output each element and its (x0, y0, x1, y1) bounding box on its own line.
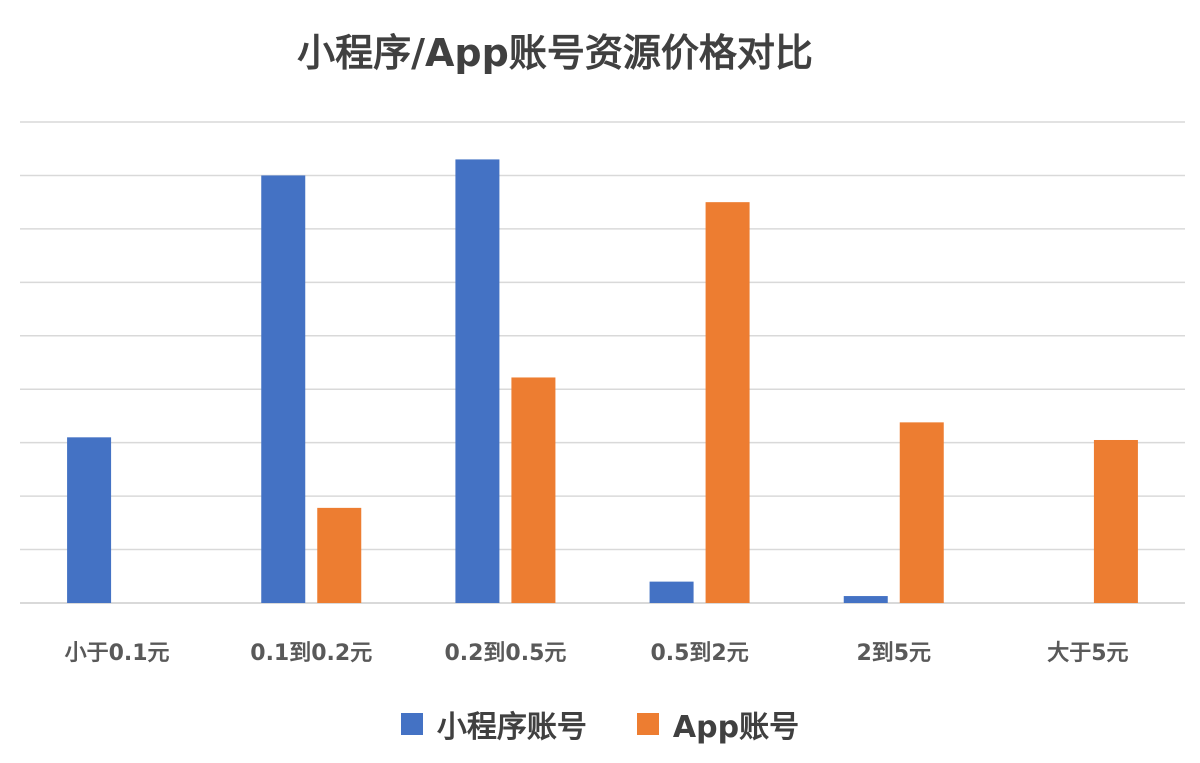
x-tick-label: 0.1到0.2元 (250, 641, 372, 666)
x-tick-label: 小于0.1元 (65, 641, 170, 666)
legend-item-miniprogram: 小程序账号 (400, 702, 587, 746)
x-tick-label: 2到5元 (856, 641, 931, 666)
bar-app (899, 422, 944, 603)
legend: 小程序账号 App账号 (0, 702, 1200, 746)
bar-miniprogram (455, 159, 500, 603)
bar-app (705, 202, 750, 603)
x-tick-label: 大于5元 (1047, 641, 1128, 666)
bar-miniprogram (261, 175, 306, 603)
bar-miniprogram (649, 581, 694, 603)
bar-app (317, 507, 362, 603)
chart-title: 小程序/App账号资源价格对比 (297, 31, 813, 75)
bar-app (511, 377, 556, 603)
bar-miniprogram (843, 596, 888, 603)
bar-miniprogram (67, 437, 112, 603)
legend-swatch-miniprogram (400, 713, 423, 735)
legend-label-miniprogram: 小程序账号 (436, 710, 587, 745)
legend-label-app: App账号 (672, 710, 800, 745)
x-tick-label: 0.2到0.5元 (444, 641, 566, 666)
legend-swatch-app (636, 713, 659, 735)
x-tick-label: 0.5到2元 (650, 641, 748, 666)
legend-item-app: App账号 (636, 702, 800, 746)
bar-app (1093, 439, 1138, 603)
